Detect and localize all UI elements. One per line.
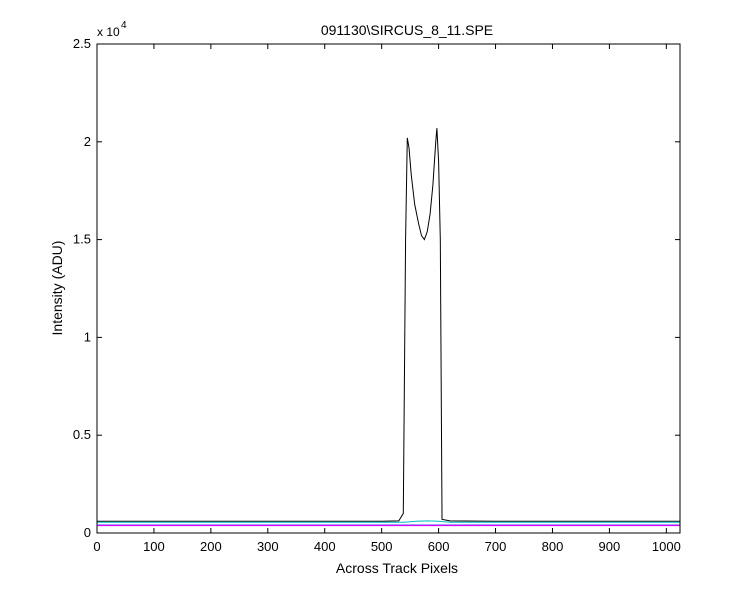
x-tick-label: 700 (485, 539, 507, 554)
y-tick-label: 0.5 (73, 427, 91, 442)
y-tick-label: 2.5 (73, 36, 91, 51)
axes-box (96, 43, 681, 534)
x-tick-label: 800 (542, 539, 564, 554)
x-tick-label: 500 (371, 539, 393, 554)
x-tick-label: 200 (200, 539, 222, 554)
chart-title: 091130\SIRCUS_8_11.SPE (321, 22, 493, 38)
plot-area: 0 100 200 300 400 500 600 700 800 900 1000 0 0.5 1 1.5… (73, 36, 681, 554)
x-tick-label: 600 (428, 539, 450, 554)
y-exponent-label: x 10 (97, 25, 120, 39)
x-tick-label: 300 (257, 539, 279, 554)
y-axis-label: Intensity (ADU) (49, 241, 65, 336)
y-tick-label: 2 (84, 134, 91, 149)
series-line-1 (97, 128, 680, 522)
y-tick-label: 1 (84, 329, 91, 344)
x-tick-label: 1000 (652, 539, 681, 554)
y-exponent-power: 4 (121, 20, 127, 31)
x-tick-label: 0 (93, 539, 100, 554)
x-tick-label: 400 (314, 539, 336, 554)
x-tick-label: 900 (599, 539, 621, 554)
x-tick-label: 100 (143, 539, 165, 554)
y-tick-label: 0 (84, 525, 91, 540)
x-axis-label: Across Track Pixels (336, 560, 458, 576)
y-tick-label: 1.5 (73, 232, 91, 247)
series-line-2 (97, 520, 680, 523)
